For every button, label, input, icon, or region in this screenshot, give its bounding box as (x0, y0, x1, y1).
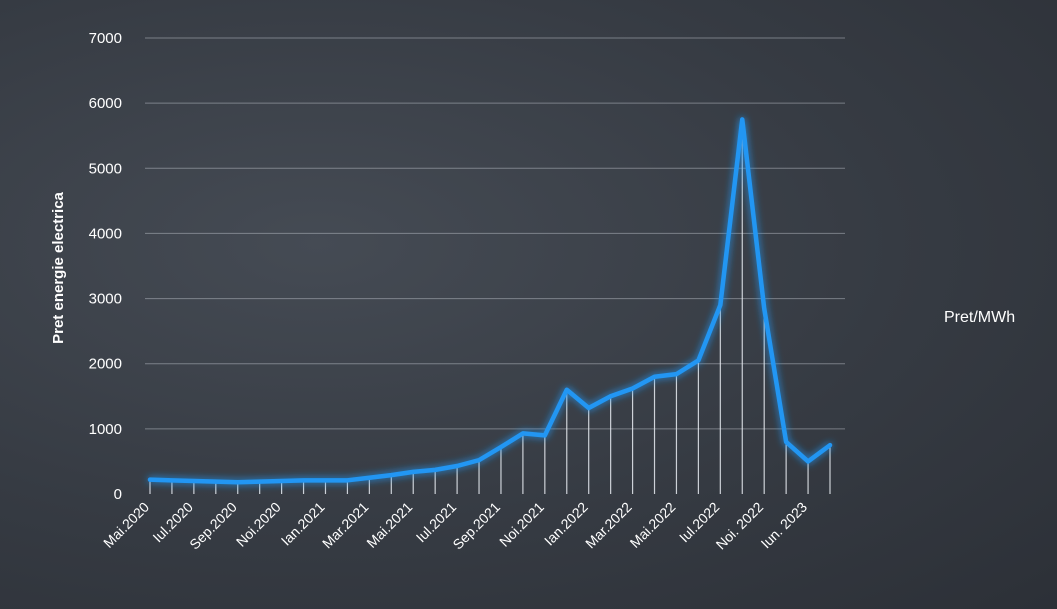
x-tick-label: Mai.2020 (100, 499, 152, 551)
y-tick-label: 5000 (89, 160, 122, 177)
y-tick-label: 3000 (89, 291, 122, 308)
series-line-pret-mwh (147, 117, 833, 485)
y-tick-label: 6000 (89, 95, 122, 112)
y-tick-label: 4000 (89, 225, 122, 242)
x-tick-label: Iun. 2023 (758, 499, 811, 552)
x-tick-label: Mai.2021 (363, 499, 415, 551)
x-tick-label: Mar.2021 (319, 499, 372, 552)
x-tick-label: Sep.2021 (449, 499, 503, 553)
y-tick-label: 2000 (89, 356, 122, 373)
x-tick-label: Noi. 2022 (713, 499, 767, 553)
y-tick-label: 7000 (89, 30, 122, 47)
x-tick-label: Mai.2022 (627, 499, 679, 551)
y-tick-label: 1000 (89, 421, 122, 438)
x-tick-label: Sep.2020 (186, 499, 240, 553)
legend: Pret/MWh (885, 309, 1015, 326)
series-layer (147, 117, 833, 485)
x-tick-label: Noi.2021 (496, 499, 547, 550)
gridlines (145, 37, 845, 430)
y-axis-ticks: 0 1000 2000 3000 4000 5000 6000 7000 (89, 30, 122, 503)
drop-lines (149, 119, 831, 494)
x-tick-label: Noi.2020 (233, 499, 284, 550)
x-axis-ticks: Mai.2020Iul.2020Sep.2020Noi.2020Ian.2021… (100, 499, 810, 553)
legend-label: Pret/MWh (944, 309, 1015, 326)
y-axis-label: Pret energie electrica (50, 191, 67, 343)
x-tick-label: Mar.2022 (582, 499, 635, 552)
y-tick-label: 0 (114, 486, 122, 503)
